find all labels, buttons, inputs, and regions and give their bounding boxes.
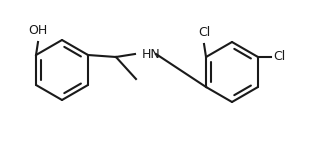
Text: Cl: Cl xyxy=(273,51,285,63)
Text: OH: OH xyxy=(28,24,48,37)
Text: HN: HN xyxy=(142,48,161,60)
Text: Cl: Cl xyxy=(198,26,210,39)
